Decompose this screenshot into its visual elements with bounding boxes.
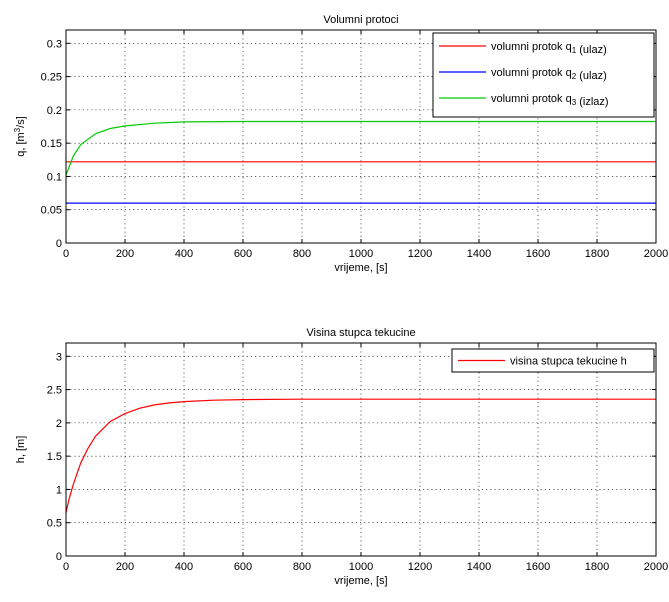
- chart2-x-tick-label: 1200: [408, 561, 432, 573]
- chart1-legend-label-3: volumni protok q3 (izlaz): [491, 93, 609, 108]
- chart2-axes-box: [65, 342, 657, 557]
- chart1-x-tick-label: 1800: [585, 248, 609, 260]
- chart1-y-tick-label: 0.3: [47, 38, 62, 50]
- chart1-x-tick-label: 2000: [644, 248, 668, 260]
- chart2-x-tick-label: 400: [175, 561, 193, 573]
- chart2-x-tick-label: 1400: [467, 561, 491, 573]
- chart1-axes-box: [65, 29, 657, 244]
- chart1-series-line-3: [65, 120, 656, 176]
- chart2-x-tick-label: 2000: [644, 561, 668, 573]
- chart2-x-tick-label: 600: [234, 561, 252, 573]
- chart2-y-tick-label: 3: [56, 351, 62, 363]
- chart1-title: Volumni protoci: [323, 14, 398, 26]
- chart2-y-tick-label: 2.5: [47, 385, 62, 397]
- chart1-x-tick-label: 1400: [467, 248, 491, 260]
- chart1-x-axis-label: vrijeme, [s]: [334, 262, 387, 274]
- chart2-x-tick-label: 200: [116, 561, 134, 573]
- chart2-series-line-1: [65, 398, 656, 513]
- chart1-y-axis-label: q, [m3/s]: [13, 116, 27, 157]
- chart1-x-tick-label: 1000: [349, 248, 373, 260]
- chart2-x-tick-label: 1000: [349, 561, 373, 573]
- chart2-title: Visina stupca tekucine: [306, 327, 415, 339]
- chart2-x-axis-label: vrijeme, [s]: [334, 575, 387, 587]
- chart1-x-tick-label: 1200: [408, 248, 432, 260]
- chart2-x-tick-label: 0: [63, 561, 69, 573]
- chart1-x-tick-label: 400: [175, 248, 193, 260]
- chart2-x-tick-label: 1600: [526, 561, 550, 573]
- chart2-y-tick-label: 0.5: [47, 518, 62, 530]
- chart1-y-tick-label: 0.2: [47, 105, 62, 117]
- chart1-y-tick-label: 0.05: [41, 205, 62, 217]
- chart1-legend-label-1: volumni protok q1 (ulaz): [491, 41, 607, 56]
- chart1-x-tick-label: 800: [293, 248, 311, 260]
- chart1-legend-box: [432, 32, 655, 118]
- chart2-legend-label-1: visina stupca tekucine h: [510, 356, 627, 368]
- chart2-y-tick-label: 1: [56, 484, 62, 496]
- chart1-y-tick-label: 0.25: [41, 72, 62, 84]
- chart2-x-tick-label: 800: [293, 561, 311, 573]
- chart1-x-tick-label: 200: [116, 248, 134, 260]
- chart1-y-tick-label: 0: [56, 238, 62, 250]
- chart1-legend-label-2: volumni protok q2 (ulaz): [491, 67, 607, 82]
- chart1-y-tick-label: 0.1: [47, 171, 62, 183]
- chart2-x-tick-label: 1800: [585, 561, 609, 573]
- chart1-x-tick-label: 0: [63, 248, 69, 260]
- chart1-y-tick-label: 0.15: [41, 138, 62, 150]
- chart2-y-axis-label: h, [m]: [15, 436, 27, 464]
- chart2-legend-box: [451, 348, 655, 373]
- chart2-y-tick-label: 0: [56, 551, 62, 563]
- chart2-y-tick-label: 2: [56, 418, 62, 430]
- chart2-y-tick-label: 1.5: [47, 451, 62, 463]
- chart1-x-tick-label: 600: [234, 248, 252, 260]
- chart1-x-tick-label: 1600: [526, 248, 550, 260]
